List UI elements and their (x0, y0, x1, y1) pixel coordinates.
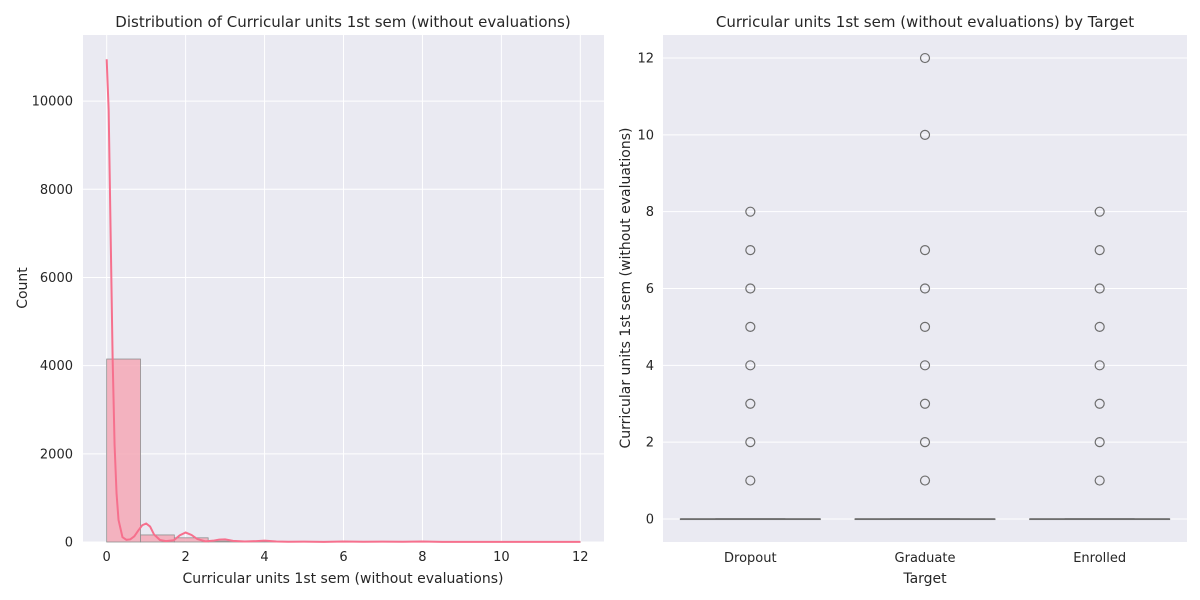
outlier-point (745, 475, 756, 486)
outlier-point (1094, 283, 1105, 294)
outlier-point (745, 360, 756, 371)
outlier-point (745, 398, 756, 409)
histogram-y-axis-label: Count (15, 267, 31, 309)
y-tick-label: 12 (637, 52, 654, 67)
y-tick-label: 6000 (40, 271, 73, 286)
x-tick-label: Enrolled (1073, 551, 1126, 566)
x-tick-label: 6 (339, 550, 347, 565)
outlier-point (1094, 244, 1105, 256)
outlier-point (919, 52, 931, 64)
x-tick-label: Graduate (895, 551, 956, 566)
y-tick-label: 6 (646, 282, 654, 297)
outlier-point (1094, 360, 1105, 371)
outlier-point (745, 437, 756, 448)
boxplot-boxes (679, 52, 1171, 521)
y-tick-label: 8000 (40, 183, 73, 198)
histogram-tick-labels: 0 2 4 6 8 10 12 0 2000 4000 6000 8000 10000 (32, 95, 589, 565)
outlier-point (1094, 437, 1105, 448)
boxplot-x-axis-label: Target (902, 571, 947, 587)
outlier-point (919, 283, 931, 294)
outlier-point (1094, 398, 1105, 409)
y-tick-label: 10 (637, 128, 654, 143)
outlier-point (745, 321, 756, 333)
outlier-point (919, 398, 931, 409)
histogram-panel: 0 2 4 6 8 10 12 0 2000 4000 6000 8000 10000 Distribu… (15, 13, 604, 587)
x-tick-label: 2 (181, 550, 189, 565)
x-tick-label: 0 (103, 550, 111, 565)
histogram-bar (106, 358, 141, 543)
outlier-point (745, 206, 756, 217)
box-graduate (854, 52, 996, 521)
outlier-point (1094, 321, 1105, 333)
y-tick-label: 2 (646, 436, 654, 451)
y-tick-label: 8 (646, 205, 654, 220)
outlier-point (919, 475, 931, 486)
y-tick-label: 4000 (40, 359, 73, 374)
box-enrolled (1029, 206, 1171, 521)
y-tick-label: 0 (65, 536, 73, 551)
x-tick-label: Dropout (724, 551, 777, 566)
boxplot-y-axis-label: Curricular units 1st sem (without evalua… (618, 128, 634, 449)
y-tick-label: 10000 (32, 95, 73, 110)
y-tick-label: 0 (646, 512, 654, 527)
histogram-title: Distribution of Curricular units 1st sem… (115, 13, 570, 31)
y-tick-label: 2000 (40, 447, 73, 462)
x-tick-label: 4 (260, 550, 268, 565)
boxplot-panel: 0 2 4 6 8 10 12 Dropout Graduate Enrolled Curricu… (618, 13, 1187, 587)
outlier-point (745, 283, 756, 294)
outlier-point (919, 437, 931, 448)
outlier-point (919, 321, 931, 333)
boxplot-tick-labels: 0 2 4 6 8 10 12 Dropout Graduate Enrolled (637, 52, 1126, 566)
outlier-point (1094, 475, 1105, 486)
x-tick-label: 8 (418, 550, 426, 565)
y-tick-label: 4 (646, 359, 654, 374)
outlier-point (919, 244, 931, 256)
kde-curve (105, 59, 581, 543)
outlier-point (919, 360, 931, 371)
outlier-point (745, 244, 756, 256)
boxplot-title: Curricular units 1st sem (without evalua… (716, 13, 1134, 31)
x-tick-label: 12 (572, 550, 589, 565)
histogram-x-axis-label: Curricular units 1st sem (without evalua… (183, 571, 504, 587)
outlier-point (919, 129, 931, 140)
x-tick-label: 10 (493, 550, 510, 565)
outlier-point (1094, 206, 1105, 217)
box-dropout (679, 206, 821, 521)
